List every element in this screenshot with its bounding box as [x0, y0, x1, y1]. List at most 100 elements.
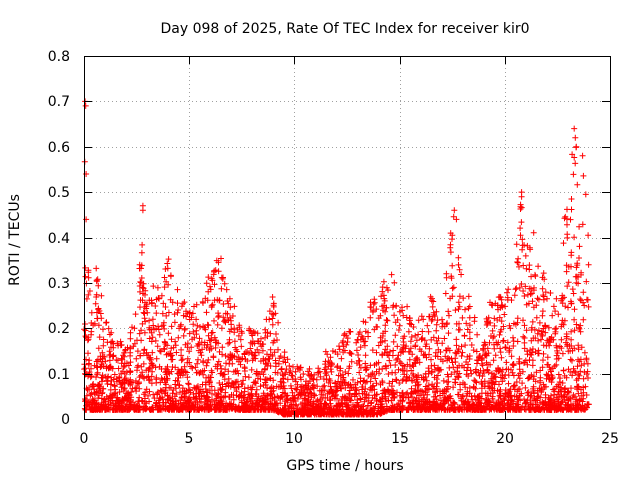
- data-point: [450, 384, 457, 391]
- data-point: [466, 385, 473, 391]
- data-point: [580, 375, 587, 382]
- data-point: [538, 387, 545, 394]
- data-point: [395, 366, 402, 373]
- data-point: [571, 234, 578, 241]
- data-point: [87, 391, 94, 398]
- data-point: [246, 327, 253, 334]
- data-point: [356, 358, 363, 364]
- data-point: [93, 294, 100, 300]
- data-point: [406, 363, 413, 370]
- data-point: [379, 352, 386, 359]
- data-point: [574, 363, 581, 370]
- data-point: [435, 367, 442, 374]
- data-point: [232, 379, 239, 386]
- data-point: [521, 293, 528, 299]
- data-point: [169, 398, 176, 405]
- data-point: [116, 389, 123, 395]
- data-point: [164, 265, 171, 272]
- data-point: [522, 384, 529, 391]
- data-point: [259, 347, 266, 354]
- data-point: [571, 316, 578, 323]
- data-point: [504, 294, 511, 301]
- grid-lines: [84, 56, 610, 419]
- data-point: [221, 318, 228, 325]
- data-point: [345, 370, 352, 377]
- data-point: [175, 374, 182, 381]
- data-point: [451, 207, 458, 214]
- data-point: [292, 368, 299, 375]
- data-point: [183, 390, 189, 397]
- data-point: [90, 322, 97, 329]
- data-point: [182, 397, 189, 404]
- data-point: [192, 401, 199, 408]
- data-point: [388, 271, 395, 278]
- data-point: [95, 306, 102, 313]
- data-point: [496, 401, 503, 408]
- data-point: [88, 331, 95, 338]
- data-point: [104, 339, 111, 346]
- data-point: [248, 406, 255, 413]
- data-point: [226, 339, 233, 346]
- data-point: [453, 342, 460, 349]
- data-point: [227, 317, 234, 324]
- data-point: [392, 369, 399, 376]
- data-point: [390, 338, 397, 345]
- data-point: [195, 340, 202, 347]
- data-point: [203, 362, 210, 369]
- data-point: [153, 310, 160, 317]
- data-point: [334, 363, 341, 370]
- data-point: [496, 331, 503, 338]
- data-point: [443, 321, 450, 328]
- data-point: [400, 312, 407, 319]
- data-point: [95, 356, 101, 363]
- data-point: [564, 389, 571, 396]
- data-point: [539, 332, 546, 339]
- data-point: [570, 171, 577, 178]
- data-point: [97, 310, 104, 317]
- data-point: [362, 319, 369, 326]
- data-point: [316, 368, 323, 375]
- data-point: [159, 310, 166, 317]
- data-point: [583, 371, 590, 377]
- data-point: [340, 349, 347, 356]
- data-point: [514, 319, 521, 326]
- data-point: [463, 371, 470, 378]
- data-point: [530, 304, 537, 311]
- data-point: [107, 386, 114, 393]
- data-point: [225, 340, 232, 347]
- data-point: [148, 300, 155, 307]
- data-point: [113, 357, 120, 363]
- data-point: [218, 325, 225, 332]
- data-point: [339, 393, 346, 400]
- data-point: [93, 389, 100, 396]
- data-point: [99, 375, 106, 381]
- data-point: [354, 397, 361, 403]
- data-point: [160, 387, 166, 393]
- data-point: [321, 382, 328, 389]
- data-point: [169, 406, 175, 412]
- data-point: [517, 225, 524, 232]
- data-point: [321, 366, 328, 373]
- data-point: [248, 330, 255, 337]
- x-axis-label: GPS time / hours: [286, 458, 403, 474]
- data-point: [569, 357, 575, 364]
- data-point: [152, 303, 159, 309]
- data-point: [90, 381, 97, 387]
- data-point: [272, 310, 279, 317]
- data-point: [421, 352, 428, 358]
- data-point: [448, 275, 455, 282]
- data-point: [545, 324, 552, 331]
- data-point: [458, 343, 465, 350]
- data-point: [379, 288, 386, 295]
- data-point: [439, 401, 446, 408]
- data-point: [95, 395, 102, 402]
- data-point: [96, 392, 102, 399]
- data-point: [559, 380, 566, 386]
- data-point: [552, 330, 559, 337]
- data-point: [252, 349, 259, 356]
- data-point: [394, 401, 401, 408]
- data-point: [222, 352, 229, 359]
- data-point: [575, 390, 582, 397]
- data-point: [471, 406, 478, 413]
- data-point: [100, 399, 107, 406]
